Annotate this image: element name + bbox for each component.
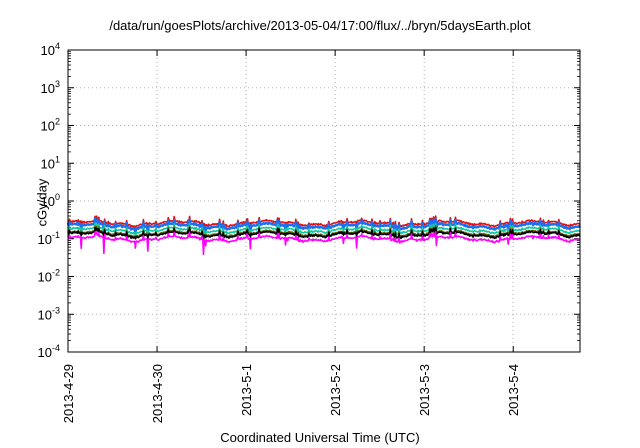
y-tick-label: 102: [41, 117, 60, 134]
y-tick-label: 100: [41, 192, 60, 209]
x-tick-label: 2013-5-2: [328, 364, 343, 416]
series-line: [67, 225, 581, 240]
chart-title: /data/run/goesPlots/archive/2013-05-04/1…: [109, 18, 531, 33]
x-tick-label: 2013-4-29: [61, 364, 76, 423]
x-tick-label: 2013-5-1: [239, 364, 254, 416]
x-axis-label: Coordinated Universal Time (UTC): [220, 430, 420, 445]
y-tick-label: 101: [41, 154, 60, 171]
plot-frame: [67, 49, 581, 353]
series-line: [67, 215, 581, 229]
series-line: [67, 222, 581, 237]
series-line: [66, 217, 582, 238]
y-tick-label: 103: [41, 79, 60, 96]
x-tick-label: 2013-5-3: [417, 364, 432, 416]
y-tick-label: 10-2: [38, 268, 60, 285]
series-line: [67, 226, 581, 240]
y-tick-label: 10-1: [38, 230, 60, 247]
series-line: [67, 231, 581, 256]
x-tick-label: 2013-5-4: [506, 364, 521, 416]
y-tick-label: 10-3: [38, 305, 60, 322]
y-axis-label: cGy/day: [34, 178, 50, 227]
y-tick-label: 104: [41, 41, 60, 58]
y-tick-label: 10-4: [38, 343, 60, 360]
x-tick-label: 2013-4-30: [150, 364, 165, 423]
